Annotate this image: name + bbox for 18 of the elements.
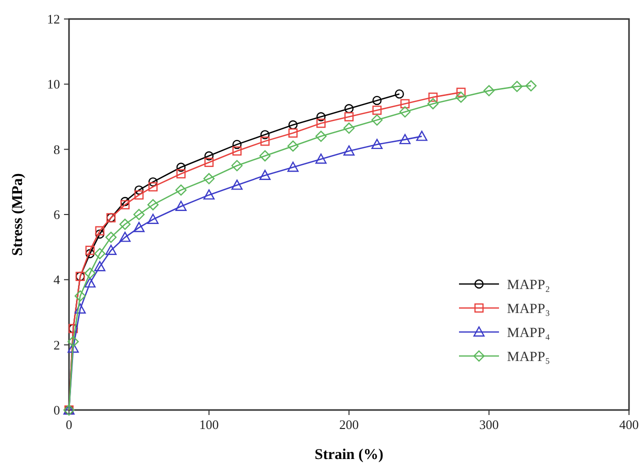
x-tick-label: 100 bbox=[199, 417, 219, 432]
y-tick-label: 6 bbox=[54, 207, 60, 222]
x-tick-label: 200 bbox=[339, 417, 359, 432]
y-tick-label: 4 bbox=[54, 272, 60, 288]
legend-label: MAPP₄ bbox=[507, 326, 550, 341]
legend-label: MAPP₅ bbox=[507, 350, 550, 365]
y-tick-label: 10 bbox=[47, 76, 60, 92]
y-tick-label: 2 bbox=[54, 337, 60, 352]
legend-label: MAPP₃ bbox=[507, 302, 550, 317]
x-tick-label: 300 bbox=[479, 417, 499, 432]
y-tick-label: 12 bbox=[47, 12, 60, 26]
x-axis-title: Strain (%) bbox=[314, 447, 384, 463]
y-axis-title: Stress (MPa) bbox=[10, 173, 26, 256]
y-tick-label: 0 bbox=[54, 402, 60, 418]
x-tick-label: 0 bbox=[66, 417, 72, 432]
y-tick-label: 8 bbox=[54, 142, 60, 157]
legend-label: MAPP₂ bbox=[507, 278, 550, 293]
x-tick-label: 400 bbox=[619, 417, 639, 432]
